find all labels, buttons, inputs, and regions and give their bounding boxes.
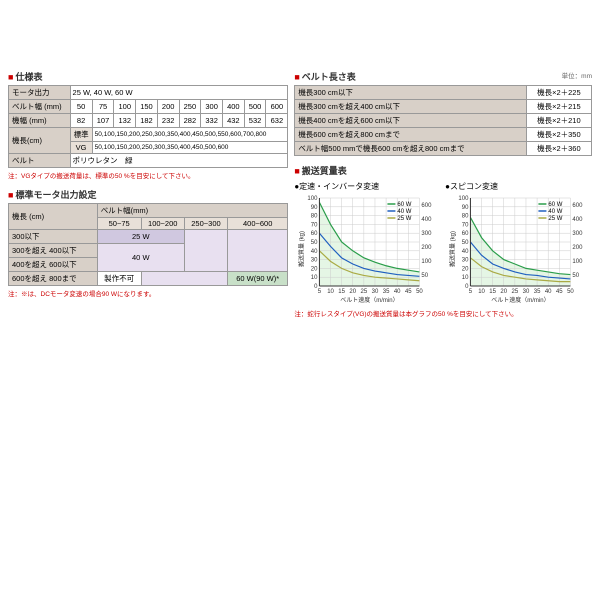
belt-length-table: 機長300 cm以下機長×2＋225機長300 cmを超え400 cm以下機長×… xyxy=(294,85,592,156)
svg-text:90: 90 xyxy=(462,205,469,211)
svg-text:15: 15 xyxy=(489,289,496,295)
svg-text:5: 5 xyxy=(469,289,473,295)
chart2-title: ●スピコン変速 xyxy=(445,181,592,192)
svg-text:20: 20 xyxy=(311,266,318,272)
svg-text:20: 20 xyxy=(501,289,508,295)
svg-text:ベルト速度（m/min）: ベルト速度（m/min） xyxy=(491,296,549,304)
svg-text:50: 50 xyxy=(422,273,429,279)
svg-text:300: 300 xyxy=(573,231,584,237)
svg-text:300: 300 xyxy=(422,231,433,237)
svg-text:70: 70 xyxy=(462,222,469,228)
svg-text:15: 15 xyxy=(339,289,346,295)
svg-text:50: 50 xyxy=(567,289,574,295)
svg-text:40: 40 xyxy=(394,289,401,295)
svg-text:10: 10 xyxy=(311,275,318,281)
svg-text:400: 400 xyxy=(573,217,584,223)
svg-text:60: 60 xyxy=(311,231,318,237)
svg-text:90: 90 xyxy=(311,205,318,211)
belt-title: ■ベルト長さ表 xyxy=(294,70,355,83)
capacity-title: ■搬送質量表 xyxy=(294,164,592,177)
chart1-title: ●定速・インバータ変速 xyxy=(294,181,441,192)
svg-text:ベルト速度（m/min）: ベルト速度（m/min） xyxy=(341,296,399,304)
svg-text:40: 40 xyxy=(462,249,469,255)
svg-text:20: 20 xyxy=(350,289,357,295)
svg-text:45: 45 xyxy=(556,289,563,295)
svg-text:5: 5 xyxy=(318,289,322,295)
svg-text:25: 25 xyxy=(361,289,368,295)
svg-text:10: 10 xyxy=(478,289,485,295)
svg-text:25 W: 25 W xyxy=(398,216,412,222)
svg-text:搬送質量 (kg): 搬送質量 (kg) xyxy=(449,231,457,267)
svg-text:45: 45 xyxy=(405,289,412,295)
svg-text:80: 80 xyxy=(311,214,318,220)
spec-note: 注：VGタイプの搬送荷量は、標準の50 %を目安にして下さい。 xyxy=(8,170,288,180)
svg-text:80: 80 xyxy=(462,214,469,220)
spec-table: モータ出力25 W, 40 W, 60 W ベルト幅 (mm)507510015… xyxy=(8,85,288,168)
svg-text:30: 30 xyxy=(462,258,469,264)
svg-text:搬送質量 (kg): 搬送質量 (kg) xyxy=(298,231,306,267)
svg-text:200: 200 xyxy=(422,245,433,251)
svg-text:100: 100 xyxy=(422,259,433,265)
svg-text:70: 70 xyxy=(311,222,318,228)
svg-text:50: 50 xyxy=(573,273,580,279)
svg-text:200: 200 xyxy=(573,245,584,251)
motor-table: 機長 (cm)ベルト幅(mm) 50~75100~200250~300400~6… xyxy=(8,203,288,286)
svg-text:60 W: 60 W xyxy=(398,202,412,208)
svg-text:20: 20 xyxy=(462,266,469,272)
svg-text:100: 100 xyxy=(308,196,319,202)
svg-text:40 W: 40 W xyxy=(398,209,412,215)
svg-text:60: 60 xyxy=(462,231,469,237)
svg-text:100: 100 xyxy=(459,196,470,202)
svg-text:40: 40 xyxy=(311,249,318,255)
svg-text:30: 30 xyxy=(311,258,318,264)
svg-text:10: 10 xyxy=(462,275,469,281)
capacity-note: 注：蛇行レスタイプ(VG)の搬送質量は本グラフの50 %を目安にして下さい。 xyxy=(294,308,592,318)
svg-text:100: 100 xyxy=(573,259,584,265)
motor-title: ■標準モータ出力設定 xyxy=(8,188,288,201)
svg-text:60 W: 60 W xyxy=(549,202,563,208)
svg-text:50: 50 xyxy=(311,240,318,246)
svg-text:40 W: 40 W xyxy=(549,209,563,215)
svg-text:30: 30 xyxy=(372,289,379,295)
chart-spcon: 5101520253035404550010203040506070809010… xyxy=(445,194,592,304)
chart-inverter: 5101520253035404550010203040506070809010… xyxy=(294,194,441,304)
svg-text:600: 600 xyxy=(422,203,433,209)
spec-title: ■仕様表 xyxy=(8,70,288,83)
svg-text:25: 25 xyxy=(512,289,519,295)
motor-note: 注：※は、DCモータ変速の場合90 Wになります。 xyxy=(8,288,288,298)
svg-text:50: 50 xyxy=(462,240,469,246)
svg-text:35: 35 xyxy=(383,289,390,295)
svg-text:10: 10 xyxy=(328,289,335,295)
svg-text:50: 50 xyxy=(416,289,423,295)
svg-text:25 W: 25 W xyxy=(549,216,563,222)
svg-text:40: 40 xyxy=(545,289,552,295)
svg-text:30: 30 xyxy=(523,289,530,295)
svg-text:600: 600 xyxy=(573,203,584,209)
svg-text:35: 35 xyxy=(534,289,541,295)
svg-text:400: 400 xyxy=(422,217,433,223)
